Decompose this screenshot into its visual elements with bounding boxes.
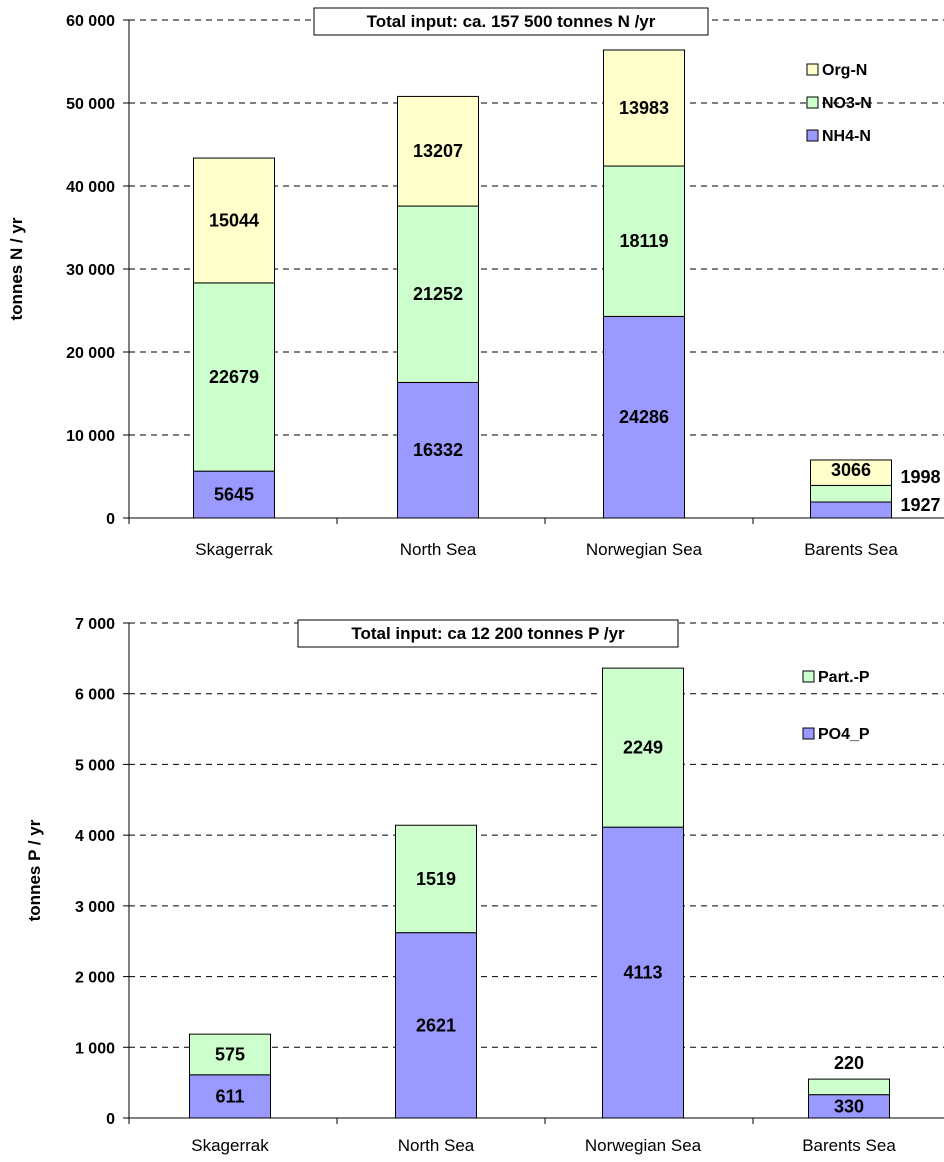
category-label: North Sea <box>398 1136 475 1155</box>
legend-swatch <box>802 727 815 740</box>
data-label: 330 <box>834 1096 864 1116</box>
bar-po4-p-skagerrak <box>189 1074 271 1119</box>
legend-label: PO4_P <box>818 726 870 743</box>
data-label: 220 <box>834 1053 864 1073</box>
legend-swatch <box>806 63 819 76</box>
data-label: 2249 <box>623 738 663 758</box>
bar-po4-p-norwegian-sea <box>602 826 684 1119</box>
bar-org-n-skagerrak <box>193 157 275 284</box>
legend-label: NO3-N <box>822 95 872 112</box>
bar-nh4-n-north-sea <box>397 381 479 519</box>
bar-no3-n-barents-sea <box>810 484 892 503</box>
y-axis-label: tonnes N / yr <box>7 217 26 320</box>
chart-title: Total input: ca 12 200 tonnes P /yr <box>351 624 625 643</box>
data-label: 1519 <box>416 869 456 889</box>
y-tick-label: 0 <box>106 511 115 528</box>
category-label: Skagerrak <box>195 540 273 559</box>
y-tick-label: 30 000 <box>66 262 115 279</box>
legend-label: Part.-P <box>818 669 870 686</box>
y-tick-label: 5 000 <box>75 757 115 774</box>
y-tick-label: 50 000 <box>66 96 115 113</box>
y-tick-label: 2 000 <box>75 970 115 987</box>
bar-no3-n-skagerrak <box>193 282 275 472</box>
legend-swatch <box>802 670 815 683</box>
category-label: Norwegian Sea <box>585 1136 702 1155</box>
legend-label: NH4-N <box>822 128 871 145</box>
bar-no3-n-north-sea <box>397 205 479 383</box>
legend-label: Org-N <box>822 62 867 79</box>
bar-nh4-n-barents-sea <box>810 501 892 519</box>
data-label: 2621 <box>416 1015 456 1035</box>
bar-org-n-barents-sea <box>810 459 892 486</box>
category-label: Barents Sea <box>802 1136 896 1155</box>
bar-part-p-skagerrak <box>189 1033 271 1076</box>
category-label: Skagerrak <box>191 1136 269 1155</box>
data-label: 1927 <box>901 495 941 515</box>
y-tick-label: 6 000 <box>75 687 115 704</box>
y-tick-label: 1 000 <box>75 1040 115 1057</box>
legend-swatch <box>806 129 819 142</box>
y-axis-label: tonnes P / yr <box>25 819 44 921</box>
data-label: 21252 <box>413 284 463 304</box>
data-label: 16332 <box>413 440 463 460</box>
y-tick-label: 4 000 <box>75 828 115 845</box>
category-label: North Sea <box>400 540 477 559</box>
data-label: 1998 <box>901 467 941 487</box>
data-label: 13207 <box>413 141 463 161</box>
bar-part-p-north-sea <box>395 824 477 934</box>
y-tick-label: 40 000 <box>66 179 115 196</box>
bar-nh4-n-norwegian-sea <box>603 315 685 519</box>
bar-org-n-norwegian-sea <box>603 49 685 167</box>
data-label: 13983 <box>619 98 669 118</box>
bar-org-n-north-sea <box>397 95 479 207</box>
y-tick-label: 20 000 <box>66 345 115 362</box>
data-label: 15044 <box>209 210 259 230</box>
chart-title-box <box>297 619 679 648</box>
legend-swatch <box>806 96 819 109</box>
y-tick-label: 3 000 <box>75 899 115 916</box>
y-tick-label: 60 000 <box>66 13 115 30</box>
y-tick-label: 0 <box>106 1111 115 1128</box>
bar-part-p-norwegian-sea <box>602 667 684 828</box>
bar-no3-n-norwegian-sea <box>603 165 685 317</box>
category-label: Norwegian Sea <box>586 540 703 559</box>
chart-2: 0 1 000 2 000 3 000 4 000 5 000 6 000 7 000 tonn… <box>25 616 944 1155</box>
category-label: Barents Sea <box>804 540 898 559</box>
data-label: 24286 <box>619 407 669 427</box>
chart-1: 0 10 000 20 000 30 000 40 000 50 000 60 000 ton… <box>7 7 944 559</box>
data-label: 4113 <box>623 963 662 983</box>
y-tick-label: 10 000 <box>66 428 115 445</box>
bar-po4-p-north-sea <box>395 932 477 1119</box>
bar-part-p-barents-sea <box>808 1078 890 1096</box>
data-label: 575 <box>215 1044 245 1064</box>
data-label: 611 <box>215 1086 244 1106</box>
chart-title-box <box>313 7 709 36</box>
data-label: 5645 <box>214 485 254 505</box>
chart-title: Total input: ca. 157 500 tonnes N /yr <box>367 12 656 31</box>
data-label: 22679 <box>209 367 259 387</box>
data-label: 3066 <box>831 460 871 480</box>
data-label: 18119 <box>619 231 668 251</box>
y-tick-label: 7 000 <box>75 616 115 633</box>
bar-nh4-n-skagerrak <box>193 470 275 519</box>
